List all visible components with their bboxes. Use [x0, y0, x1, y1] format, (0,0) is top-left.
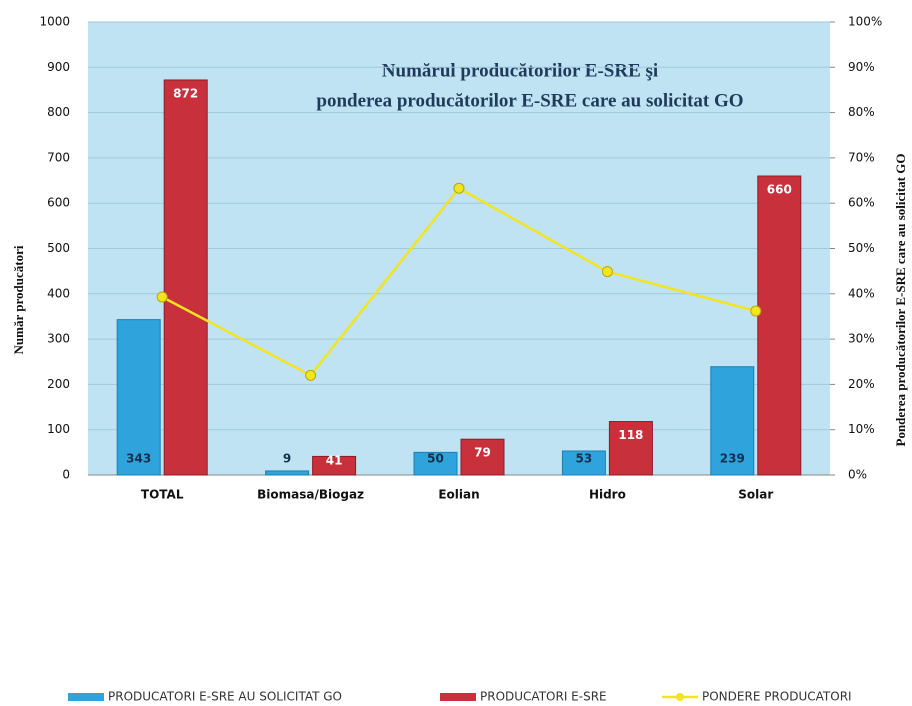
- data-label: 53: [576, 452, 593, 466]
- legend-label: PRODUCATORI E-SRE AU SOLICITAT GO: [108, 690, 342, 704]
- bar: [163, 79, 208, 476]
- data-label: 660: [767, 183, 792, 197]
- legend-label: PRODUCATORI E-SRE: [480, 690, 607, 704]
- legend-swatch: [68, 693, 104, 701]
- legend-swatch: [440, 693, 476, 701]
- y2-tick-label: 50%: [848, 241, 875, 255]
- data-label: 41: [326, 454, 343, 468]
- data-label: 9: [283, 452, 291, 466]
- y-tick-label: 500: [47, 241, 70, 255]
- chart-title: Numărul producătorilor E-SRE şi: [382, 60, 658, 81]
- x-tick-label: Hidro: [589, 488, 626, 502]
- bar: [561, 450, 606, 476]
- line-marker: [156, 291, 168, 303]
- x-tick-label: Biomasa/Biogaz: [257, 488, 364, 502]
- bar: [757, 175, 802, 476]
- y2-tick-label: 70%: [848, 150, 875, 164]
- y-tick-label: 800: [47, 105, 70, 119]
- y2-tick-label: 20%: [848, 377, 875, 391]
- line-marker: [305, 369, 317, 381]
- data-label: 872: [173, 86, 198, 100]
- chart-title: ponderea producătorilor E-SRE care au so…: [316, 90, 743, 111]
- x-tick-label: Eolian: [438, 488, 479, 502]
- line-marker: [750, 305, 762, 317]
- y-tick-label: 400: [47, 286, 70, 300]
- y-tick-label: 1000: [39, 15, 70, 29]
- legend-label: PONDERE PRODUCATORI: [702, 690, 852, 704]
- bar: [116, 319, 161, 476]
- line-marker: [453, 182, 465, 194]
- y-tick-label: 700: [47, 150, 70, 164]
- y2-axis-label: Ponderea producătorilor E-SRE care au so…: [893, 154, 908, 447]
- bar: [265, 470, 310, 476]
- bar: [312, 455, 357, 476]
- y-tick-label: 600: [47, 196, 70, 210]
- y2-tick-label: 40%: [848, 286, 875, 300]
- bar: [608, 421, 653, 476]
- x-tick-label: TOTAL: [141, 488, 184, 502]
- y2-tick-label: 0%: [848, 468, 867, 482]
- y-tick-label: 200: [47, 377, 70, 391]
- data-label: 50: [427, 452, 444, 466]
- legend-swatch: [676, 693, 684, 701]
- line-marker: [601, 266, 613, 278]
- x-tick-label: Solar: [738, 488, 773, 502]
- y-tick-label: 0: [62, 468, 70, 482]
- y2-tick-label: 30%: [848, 332, 875, 346]
- y-tick-label: 900: [47, 60, 70, 74]
- data-label: 79: [474, 446, 491, 460]
- bar: [710, 366, 755, 476]
- bar: [460, 438, 505, 476]
- data-label: 118: [618, 428, 643, 442]
- y2-tick-label: 90%: [848, 60, 875, 74]
- y-tick-label: 100: [47, 422, 70, 436]
- data-label: 343: [126, 452, 151, 466]
- y2-tick-label: 100%: [848, 15, 882, 29]
- y-tick-label: 300: [47, 332, 70, 346]
- data-label: 239: [720, 452, 745, 466]
- y2-tick-label: 10%: [848, 422, 875, 436]
- bar: [413, 451, 458, 476]
- y2-tick-label: 60%: [848, 196, 875, 210]
- y-axis-label: Număr producători: [11, 245, 26, 354]
- y2-tick-label: 80%: [848, 105, 875, 119]
